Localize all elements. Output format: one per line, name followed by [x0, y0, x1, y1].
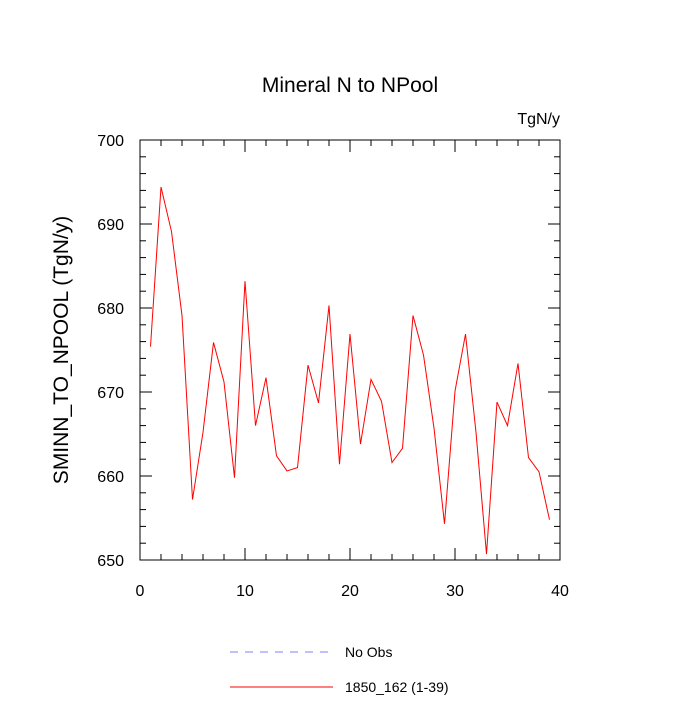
x-tick-label: 40: [551, 583, 569, 600]
data-series: [150, 186, 550, 555]
y-tick-label: 670: [97, 385, 124, 402]
axis-ticks: 0 10 20 30 40 650 660 670 680 690 700: [97, 133, 569, 600]
legend: No Obs 1850_162 (1-39): [230, 644, 449, 695]
y-axis-label: SMINN_TO_NPOOL (TgN/y): [50, 216, 73, 484]
x-tick-label: 20: [341, 583, 359, 600]
x-tick-label: 10: [236, 583, 254, 600]
series-line: [150, 186, 550, 555]
units-label: TgN/y: [517, 111, 560, 128]
legend-label: No Obs: [345, 644, 392, 660]
y-tick-label: 700: [97, 133, 124, 150]
legend-label: 1850_162 (1-39): [345, 679, 449, 695]
y-tick-label: 680: [97, 301, 124, 318]
plot-frame: [139, 139, 561, 561]
y-tick-label: 690: [97, 217, 124, 234]
x-tick-label: 30: [446, 583, 464, 600]
x-tick-label: 0: [136, 583, 145, 600]
y-tick-label: 650: [97, 553, 124, 570]
y-tick-label: 660: [97, 469, 124, 486]
chart-title: Mineral N to NPool: [262, 74, 438, 97]
